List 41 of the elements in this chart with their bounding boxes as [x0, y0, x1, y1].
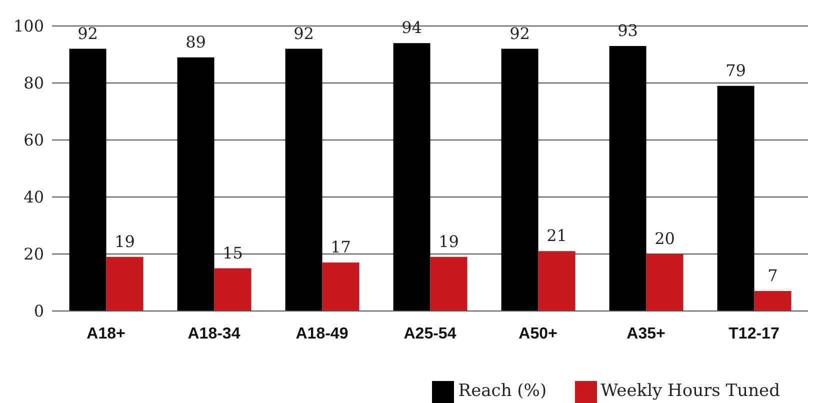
y-tick-label: 60 [24, 130, 44, 150]
legend-label: Weekly Hours Tuned [600, 381, 780, 402]
y-tick-label: 20 [24, 244, 44, 264]
bar [609, 46, 646, 311]
x-tick-label: A18-34 [188, 325, 240, 342]
bar [106, 256, 144, 311]
data-label: 92 [510, 24, 530, 43]
data-label: 92 [294, 24, 314, 43]
bar [177, 57, 214, 311]
bar [393, 43, 430, 311]
x-tick-label: A50+ [518, 325, 558, 342]
x-tick-label: A18-49 [296, 325, 348, 342]
y-tick-label: 100 [13, 16, 44, 36]
data-label: 19 [114, 232, 135, 251]
data-label: 17 [330, 238, 351, 257]
bar [322, 262, 360, 311]
bar [285, 48, 322, 311]
bar [214, 268, 252, 311]
data-label: 19 [438, 232, 459, 251]
x-tick-label: A25-54 [404, 325, 456, 342]
bar [538, 251, 576, 311]
y-tick-label: 40 [24, 188, 44, 207]
x-tick-label: A18+ [86, 325, 126, 342]
bar [430, 256, 468, 311]
data-label: 79 [726, 60, 746, 80]
data-label: 20 [654, 229, 675, 248]
data-label: 21 [546, 226, 567, 246]
y-tick-label: 80 [24, 74, 44, 93]
bar [69, 48, 106, 311]
data-label: 7 [768, 266, 778, 286]
data-label: 92 [78, 24, 98, 43]
data-label: 89 [186, 32, 206, 52]
bar [646, 254, 684, 311]
data-label: 93 [618, 20, 638, 40]
bar [754, 291, 792, 311]
bar [717, 86, 754, 311]
x-tick-label: A35+ [626, 325, 666, 342]
bar [501, 48, 538, 311]
x-tick-label: T12-17 [728, 325, 780, 342]
legend-label: Reach (%) [458, 381, 547, 402]
y-tick-label: 0 [34, 302, 44, 321]
